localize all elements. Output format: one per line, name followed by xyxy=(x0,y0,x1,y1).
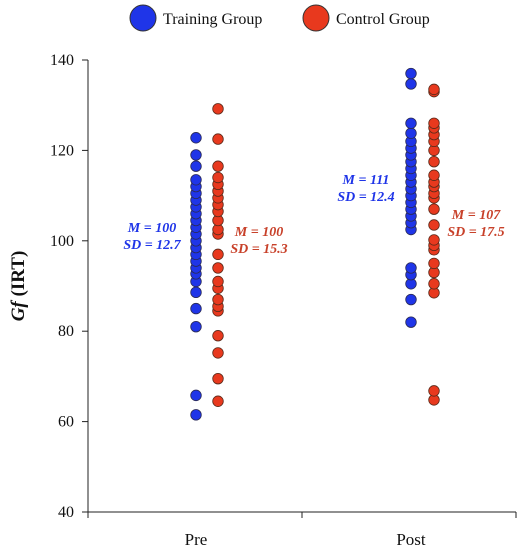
y-ticks: 40 60 80 100 120 140 xyxy=(50,52,88,521)
point-control-pre-19 xyxy=(212,171,224,184)
point-control-pre-21 xyxy=(212,133,224,145)
legend-marker-control xyxy=(302,4,330,32)
x-tick-label-post: Post xyxy=(396,530,426,549)
stat-annotations: M = 100 SD = 12.7 M = 100 SD = 15.3 M = … xyxy=(123,173,504,257)
point-control-post-23 xyxy=(428,83,440,96)
point-training-pre-0 xyxy=(190,409,202,421)
point-control-pre-10 xyxy=(212,248,224,261)
point-control-post-15 xyxy=(428,169,440,181)
y-axis-title: Gf (IRT) xyxy=(8,251,29,322)
point-training-pre-1 xyxy=(190,389,202,402)
point-control-post-21 xyxy=(428,117,440,129)
point-training-pre-4 xyxy=(190,286,202,299)
annotation-training-post-mean: M = 111 xyxy=(342,173,390,188)
point-training-post-20 xyxy=(405,117,417,129)
annotation-control-post-sd: SD = 17.5 xyxy=(447,225,504,240)
point-training-post-1 xyxy=(405,293,417,306)
point-training-post-21 xyxy=(405,78,417,90)
y-axis-title-gf: Gf xyxy=(8,300,29,322)
legend: Training Group Control Group xyxy=(129,4,430,32)
point-control-post-16 xyxy=(428,155,440,168)
annotation-control-post-mean: M = 107 xyxy=(451,208,501,223)
annotation-training-post-sd: SD = 12.4 xyxy=(337,190,394,205)
point-control-pre-0 xyxy=(212,395,224,407)
point-training-post-19 xyxy=(405,127,417,139)
annotation-control-pre-mean: M = 100 xyxy=(234,225,283,240)
y-tick-label-60: 60 xyxy=(58,414,74,431)
y-tick-label-120: 120 xyxy=(50,142,74,159)
point-control-post-1 xyxy=(428,385,440,397)
point-control-post-10 xyxy=(428,203,440,215)
annotation-control-pre-sd: SD = 15.3 xyxy=(230,242,287,257)
y-tick-label-40: 40 xyxy=(58,504,74,521)
point-training-post-4 xyxy=(405,262,417,274)
point-training-pre-3 xyxy=(190,302,202,315)
y-tick-label-100: 100 xyxy=(50,233,74,250)
point-control-pre-20 xyxy=(212,160,224,172)
y-tick-label-80: 80 xyxy=(58,323,74,340)
point-control-pre-8 xyxy=(212,275,224,288)
point-training-post-0 xyxy=(405,316,417,328)
point-training-pre-20 xyxy=(190,174,202,186)
point-control-pre-22 xyxy=(212,103,224,115)
annotation-training-pre-mean: M = 100 xyxy=(127,221,176,236)
point-control-pre-6 xyxy=(212,293,224,306)
point-control-pre-2 xyxy=(212,347,224,359)
y-axis-title-unit: (IRT) xyxy=(8,251,29,302)
point-training-pre-21 xyxy=(190,160,202,172)
x-tick-label-pre: Pre xyxy=(185,530,208,549)
point-control-post-3 xyxy=(428,278,440,290)
legend-label-training: Training Group xyxy=(163,11,262,28)
annotation-training-pre-sd: SD = 12.7 xyxy=(123,238,181,253)
point-training-pre-22 xyxy=(190,149,202,161)
axes: 40 60 80 100 120 140 Pre Post Gf (IRT) xyxy=(8,52,517,549)
point-control-post-9 xyxy=(428,219,440,231)
point-training-pre-23 xyxy=(190,132,202,144)
point-control-post-8 xyxy=(428,234,440,246)
legend-marker-training xyxy=(129,4,157,32)
data-points xyxy=(190,67,440,421)
legend-label-control: Control Group xyxy=(336,11,430,28)
point-training-post-22 xyxy=(405,67,417,80)
y-tick-label-140: 140 xyxy=(50,52,74,69)
point-control-pre-3 xyxy=(212,330,224,342)
point-control-pre-1 xyxy=(212,372,224,385)
point-training-pre-2 xyxy=(190,320,202,333)
point-control-post-5 xyxy=(428,257,440,270)
point-control-pre-9 xyxy=(212,262,224,274)
